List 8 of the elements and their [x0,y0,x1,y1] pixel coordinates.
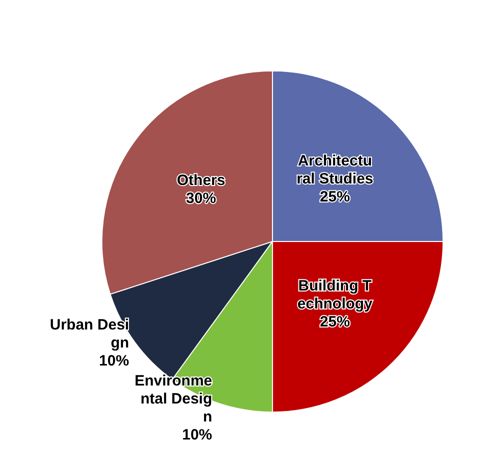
slice-label: Architectural Studies [296,152,374,188]
data-label: 30% [186,190,216,208]
data-label: 10% [182,426,212,444]
slice-label: Building Technology [297,277,374,312]
slice-label: Others [176,172,226,190]
data-label: 25% [320,313,350,330]
data-label: 10% [99,352,130,370]
data-label: 25% [320,188,350,206]
